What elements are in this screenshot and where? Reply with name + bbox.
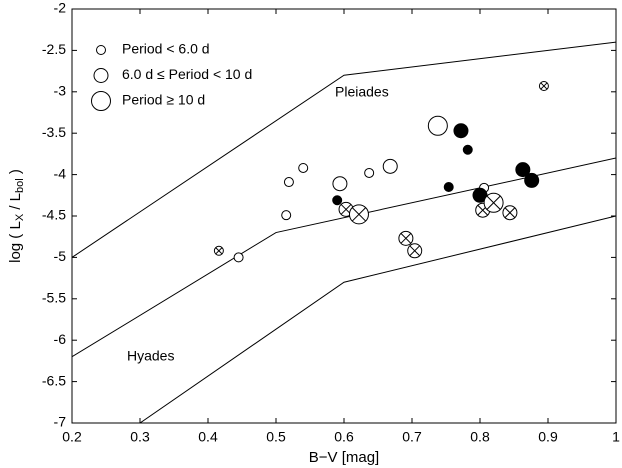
cross <box>400 233 412 244</box>
legend-label: Period ≥ 10 d <box>122 92 205 108</box>
y-label-part: ) <box>7 169 24 178</box>
y-tick-label: -4 <box>54 165 67 181</box>
y-tick-label: -6 <box>54 331 67 347</box>
x-tick-label: 0.8 <box>470 429 490 445</box>
data-point <box>298 162 309 173</box>
cross <box>409 245 421 257</box>
cross <box>340 204 352 215</box>
legend-marker <box>93 68 109 83</box>
x-tick-label: 0.6 <box>334 429 354 445</box>
data-point <box>332 195 343 206</box>
y-tick-label: -3 <box>54 83 67 99</box>
y-tick-label: -5 <box>54 248 67 264</box>
data-point <box>283 177 294 188</box>
legend-marker <box>96 45 106 55</box>
cross <box>504 207 516 218</box>
data-point <box>364 167 375 178</box>
y-tick-label: -5.5 <box>42 290 66 306</box>
y-tick-label: -2.5 <box>42 41 66 57</box>
boundary-line <box>72 157 616 358</box>
data-point <box>515 162 531 178</box>
legend-marker <box>91 91 111 111</box>
data-point <box>332 176 348 192</box>
x-tick-label: 0.9 <box>538 429 558 445</box>
y-label-sub: bol <box>14 178 26 193</box>
cross <box>540 82 548 90</box>
cross <box>351 207 367 222</box>
y-axis-label: log ( LX / Lbol ) <box>7 169 26 263</box>
boundary-line <box>72 41 616 258</box>
y-label-sub: X <box>14 213 26 221</box>
y-tick-label: -3.5 <box>42 124 66 140</box>
x-tick-label: 0.7 <box>402 429 422 445</box>
annotation: Pleiades <box>335 84 389 100</box>
data-point <box>427 115 448 136</box>
y-tick-label: -4.5 <box>42 207 66 223</box>
y-label-part: log ( L <box>7 221 24 263</box>
x-tick-label: 0.4 <box>198 429 218 445</box>
y-tick-label: -2 <box>54 0 67 16</box>
boundary-line <box>139 215 616 423</box>
data-point <box>382 158 398 174</box>
data-point <box>233 252 244 263</box>
data-point <box>281 210 292 221</box>
x-tick-label: 1 <box>612 429 620 445</box>
cross <box>215 247 223 255</box>
y-tick-label: -7 <box>54 414 67 430</box>
data-point <box>443 182 454 193</box>
y-label-part: / L <box>7 193 24 214</box>
data-point <box>524 172 540 188</box>
cross <box>486 195 501 210</box>
legend-label: 6.0 d ≤ Period < 10 d <box>122 66 252 82</box>
legend-label: Period < 6.0 d <box>122 41 210 57</box>
y-tick-label: -6.5 <box>42 372 66 388</box>
x-axis-label: B−V [mag] <box>309 449 379 466</box>
annotation: Hyades <box>127 348 174 364</box>
x-tick-label: 0.2 <box>62 429 82 445</box>
data-point <box>453 123 469 139</box>
x-tick-label: 0.3 <box>130 429 150 445</box>
data-point <box>462 144 473 155</box>
plot-area <box>72 41 616 423</box>
x-tick-label: 0.5 <box>266 429 286 445</box>
